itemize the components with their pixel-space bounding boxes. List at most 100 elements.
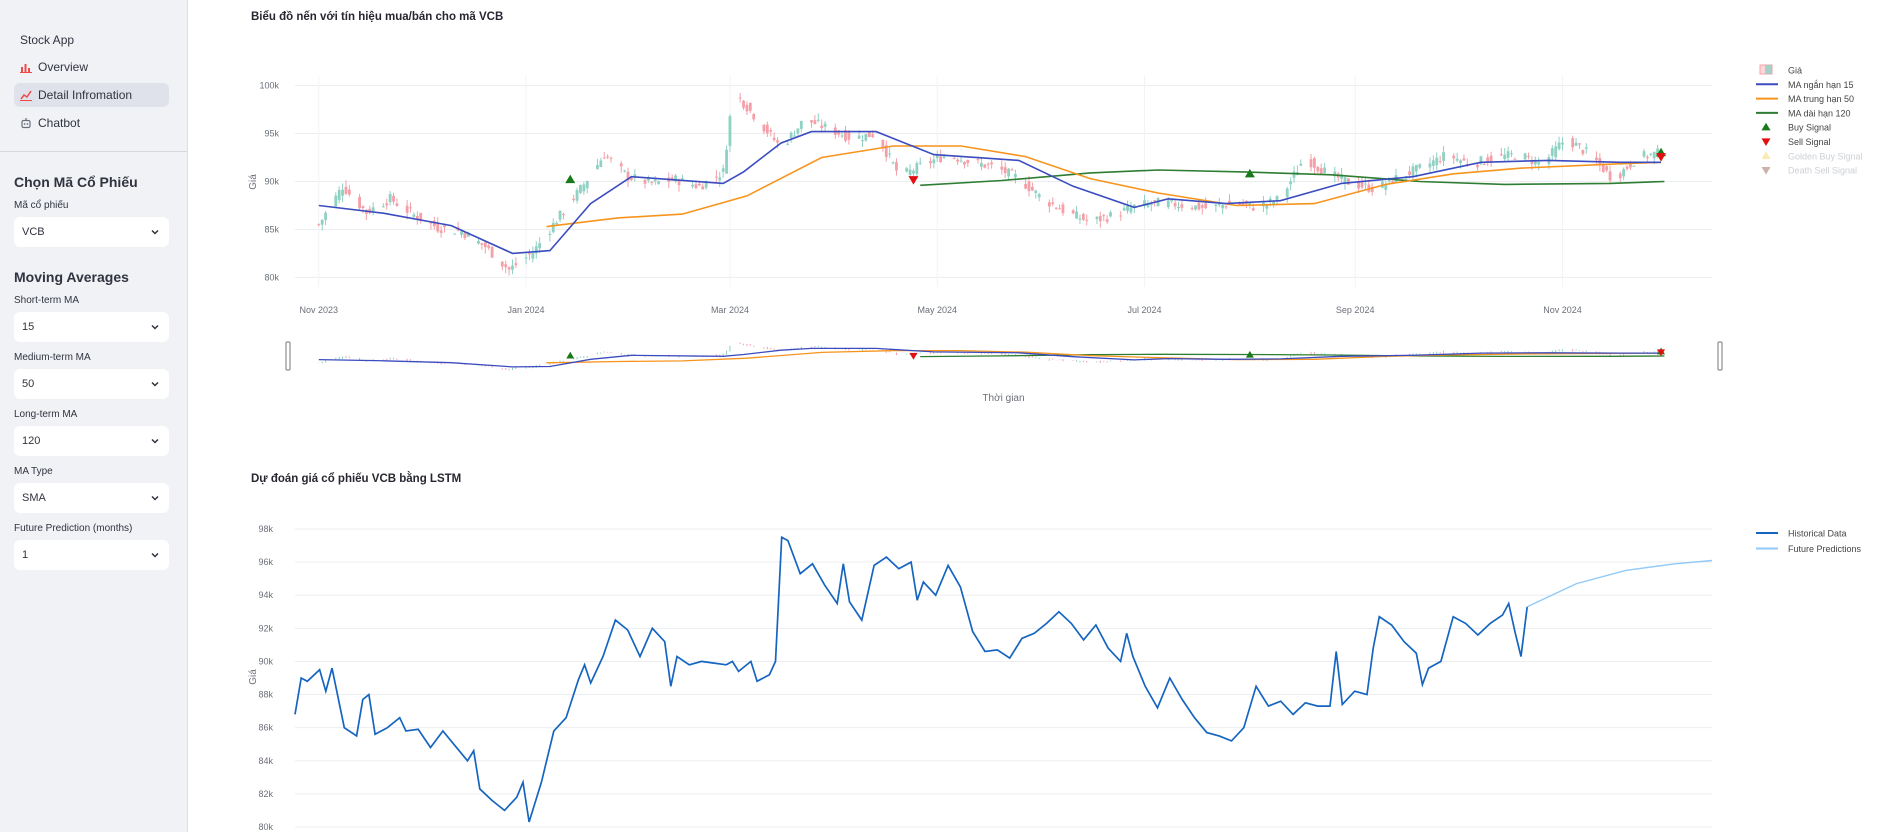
stock-select[interactable]: VCB: [14, 217, 169, 247]
long-ma-select[interactable]: 120: [14, 426, 169, 456]
short-ma-value: 15: [22, 321, 35, 333]
candle-up: [1418, 164, 1422, 168]
candle-up: [857, 135, 861, 139]
candlestick-chart[interactable]: 80k 85k 90k 95k 100k Nov 2023 Jan 2024 Mar 2024…: [188, 0, 1888, 420]
sidebar-divider: [0, 151, 187, 152]
legend-item[interactable]: MA dài hạn 120: [1756, 108, 1851, 118]
legend-item[interactable]: Giá: [1759, 64, 1802, 76]
ma-medium-line: [546, 145, 1662, 228]
legend-item[interactable]: Buy Signal: [1761, 122, 1832, 133]
candle-up: [1166, 200, 1170, 208]
legend-item[interactable]: Death Sell Signal: [1761, 166, 1858, 176]
legend-label: Historical Data: [1788, 529, 1847, 539]
legend-label: Golden Buy Signal: [1788, 151, 1863, 161]
candle-down: [976, 159, 980, 161]
candle-down: [1513, 158, 1517, 160]
candle-up: [1554, 146, 1558, 158]
candle-up: [334, 195, 338, 207]
candle-up: [1642, 151, 1646, 157]
x-tick-label: Mar 2024: [711, 305, 749, 315]
candle-up: [1333, 171, 1337, 177]
candle-down: [626, 171, 630, 181]
candle-up: [789, 132, 793, 139]
nav-item-chatbot[interactable]: Chatbot: [14, 111, 169, 135]
legend-item[interactable]: MA trung hạn 50: [1756, 94, 1854, 104]
short-ma-select[interactable]: 15: [14, 312, 169, 342]
candle-up: [320, 219, 324, 225]
candle-up: [1078, 218, 1082, 220]
y-tick-label: 100k: [259, 81, 279, 91]
candle-up: [585, 181, 589, 189]
chevron-down-icon: [151, 552, 159, 558]
candle-up: [1275, 196, 1279, 201]
candle-down: [1098, 216, 1102, 222]
candle-down: [1119, 215, 1123, 217]
candle-up: [674, 175, 677, 182]
candlestick-legend[interactable]: Giá MA ngắn hạn 15 MA trung hạn 50 MA dài h…: [1756, 64, 1863, 176]
future-prediction-select[interactable]: 1: [14, 540, 169, 570]
candle-up: [531, 253, 535, 259]
legend-item[interactable]: MA ngắn hạn 15: [1756, 80, 1854, 90]
candle-up: [1479, 156, 1483, 165]
legend-label: Buy Signal: [1788, 123, 1831, 133]
candle-up: [412, 214, 416, 217]
nav-item-detail-information[interactable]: Detail Infromation: [14, 83, 169, 107]
legend-item[interactable]: Historical Data: [1756, 529, 1847, 539]
candle-up: [1143, 200, 1146, 206]
candle-down: [884, 145, 888, 157]
candle-up: [935, 155, 939, 158]
candle-up: [381, 206, 385, 208]
legend-item[interactable]: Golden Buy Signal: [1761, 151, 1863, 161]
candle-up: [466, 232, 470, 237]
candle-down: [487, 245, 491, 248]
candle-down: [1051, 202, 1055, 204]
candle-up: [891, 162, 895, 164]
candle-down: [1482, 164, 1486, 166]
legend-item[interactable]: Sell Signal: [1761, 137, 1831, 147]
ma-type-select[interactable]: SMA: [14, 483, 169, 513]
y-tick-label: 80k: [264, 272, 279, 282]
candle-down: [1224, 206, 1228, 208]
candle-up: [1013, 174, 1017, 178]
legend-swatch-up: [1765, 65, 1772, 74]
candle-down: [429, 222, 433, 224]
candle-up: [1323, 167, 1327, 174]
candle-down: [463, 232, 467, 239]
nav-item-overview[interactable]: Overview: [14, 55, 169, 79]
candle-down: [1486, 157, 1490, 163]
range-slider-left-handle[interactable]: [285, 341, 291, 371]
lstm-prediction-chart[interactable]: 80k 82k 84k 86k 88k 90k 92k 94k 96k 98k Giá Histori…: [188, 480, 1888, 832]
candle-up: [1455, 158, 1459, 161]
candle-up: [1435, 157, 1439, 166]
candle-down: [1047, 202, 1051, 207]
candle-up: [1292, 171, 1296, 178]
stock-select-value: VCB: [22, 226, 45, 238]
candle-down: [528, 253, 531, 255]
lstm-legend[interactable]: Historical Data Future Predictions: [1756, 529, 1862, 555]
candle-up: [1584, 147, 1588, 149]
candle-down: [504, 264, 508, 268]
y-tick-label: 98k: [258, 524, 273, 534]
candle-up: [932, 159, 936, 164]
candle-up: [453, 233, 457, 235]
candle-down: [952, 157, 956, 159]
legend-label: Death Sell Signal: [1788, 166, 1857, 176]
medium-ma-select[interactable]: 50: [14, 369, 169, 399]
candle-down: [1499, 154, 1503, 156]
candle-up: [1506, 151, 1510, 158]
y-tick-label: 96k: [258, 557, 273, 567]
candle-down: [1010, 169, 1014, 171]
chevron-down-icon: [151, 229, 159, 235]
candle-up: [1272, 201, 1276, 205]
legend-item[interactable]: Future Predictions: [1756, 544, 1862, 554]
candle-up: [1340, 174, 1344, 179]
candle-down: [738, 97, 742, 99]
candle-up: [623, 170, 627, 172]
range-slider-right-handle[interactable]: [1717, 341, 1723, 371]
x-tick-label: Sep 2024: [1336, 305, 1375, 315]
candle-up: [1503, 154, 1507, 160]
candle-down: [1578, 143, 1581, 145]
range-slider[interactable]: [285, 340, 1723, 372]
candle-down: [1027, 181, 1031, 192]
candle-up: [918, 162, 922, 164]
